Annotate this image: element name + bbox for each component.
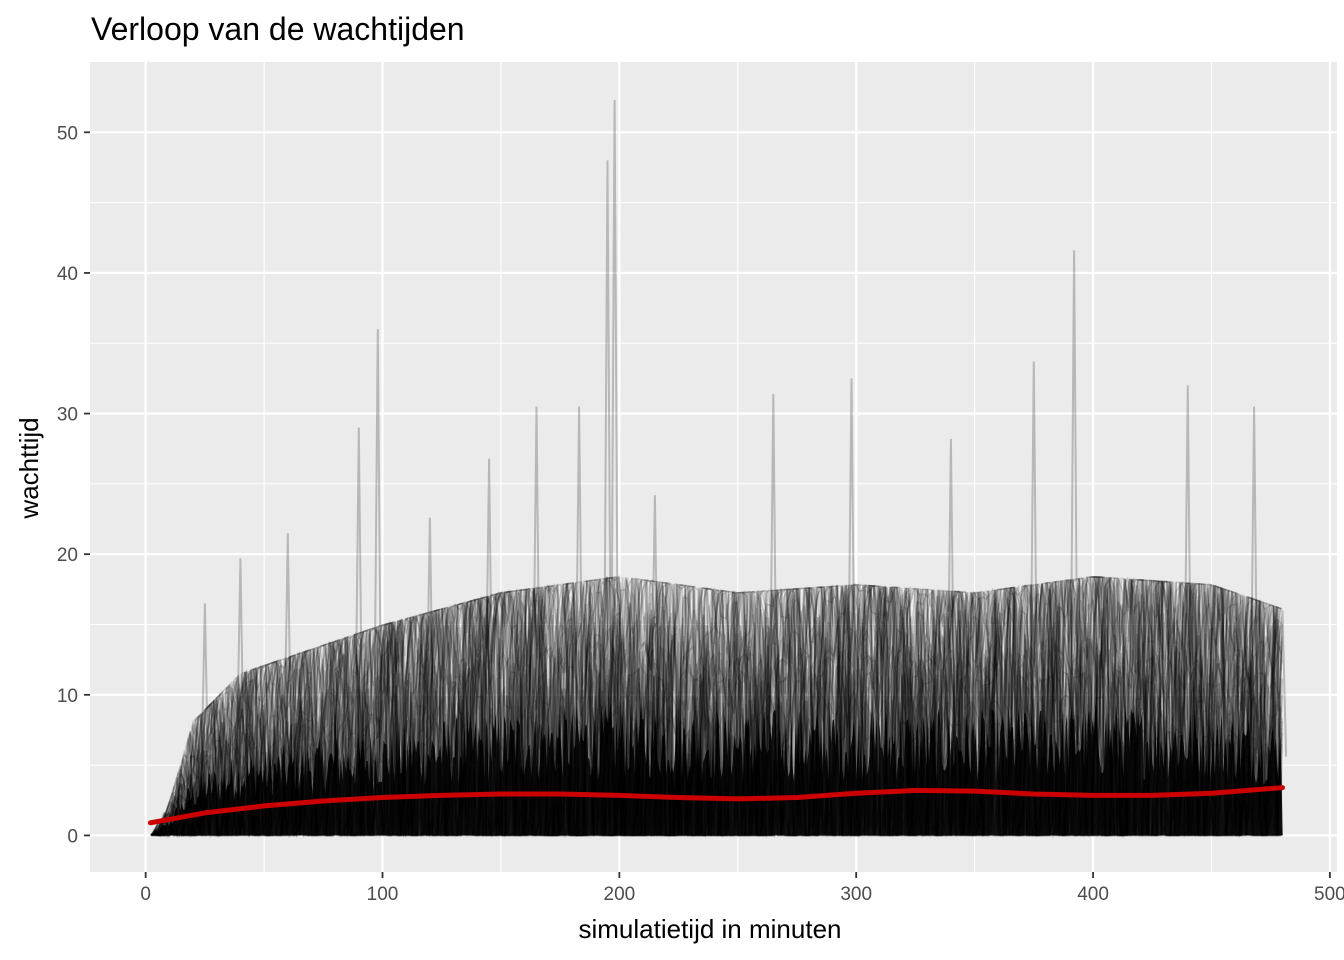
x-axis: 0 100 200 300 400 500 [140,872,1344,905]
trace-line [153,576,1281,838]
y-tick-label: 30 [57,405,78,426]
chart-title: Verloop van de wachtijden [91,11,465,47]
y-tick-label: 20 [57,545,78,566]
trace-line [151,575,1281,838]
trace-line [152,578,1283,837]
trace-spike [768,393,778,751]
trace-line [150,576,1284,838]
trace-line [152,576,1282,837]
y-tick-label: 40 [57,264,78,285]
x-tick-label: 400 [1077,884,1109,905]
trace-line [153,577,1280,838]
major-gridlines [90,62,1337,872]
trace-line [149,578,1283,838]
trace-spike [1278,610,1288,757]
trace-spike [373,329,383,763]
trace-line [152,576,1281,838]
trace-line [150,578,1282,838]
trace-line [151,576,1281,839]
trace-line [152,575,1282,839]
trace-line [151,576,1283,838]
y-axis-label: wachttijd [14,417,44,519]
trace-line [153,577,1283,839]
trace-line [153,575,1280,838]
trace-line [150,576,1281,839]
trace-line [151,577,1282,839]
trace-spike [1183,385,1193,748]
trace-spike [1069,250,1079,747]
trace-line [152,576,1283,839]
trace-line [150,576,1283,839]
trace-line [153,577,1279,838]
trace-spike [574,406,584,748]
x-axis-label: simulatietijd in minuten [578,914,841,944]
trace-series [149,99,1288,839]
trace-line [152,577,1280,839]
trace-spike [425,517,435,758]
trace-line [153,578,1283,837]
y-tick-label: 50 [57,123,78,144]
y-axis: 0 10 20 30 40 50 [57,123,90,847]
trace-spike [650,495,660,748]
trace-line [151,574,1281,838]
trace-line [151,581,1283,839]
trace-spike [354,427,364,766]
trace-line [153,576,1282,839]
y-tick-label: 0 [67,826,78,847]
trace-line [153,579,1281,838]
trace-line [150,577,1281,838]
trace-line [152,578,1281,838]
trace-line [151,578,1281,839]
trace-line [153,577,1281,838]
trace-spike [946,438,956,751]
trace-line [151,578,1284,838]
trace-line [152,576,1282,839]
trace-spike [200,603,210,792]
x-tick-label: 200 [604,884,636,905]
trace-spike [846,378,856,749]
trace-line [150,582,1282,839]
trace-line [151,576,1282,838]
trace-line [150,576,1283,837]
trace-density-band [150,701,1283,836]
trace-spike [610,99,620,746]
trace-line [151,576,1283,839]
trace-line [150,578,1284,839]
trace-line [152,577,1283,837]
x-tick-label: 500 [1314,884,1344,905]
trace-spike [283,533,293,774]
x-tick-label: 0 [140,884,151,905]
trace-line [153,576,1282,838]
trace-line [154,577,1284,839]
trace-line [151,576,1282,837]
y-tick-label: 10 [57,686,78,707]
trace-line [151,575,1284,838]
trace-spike [603,160,613,747]
trace-line [151,578,1283,837]
trace-spike [531,406,541,750]
trace-line [151,576,1283,838]
trace-line [151,575,1283,839]
trace-line [150,578,1281,839]
trace-line [152,577,1282,838]
smoothed-mean-line [147,785,1285,826]
trace-line [153,575,1282,838]
trace-line [150,577,1283,839]
trace-spike [235,558,245,780]
trace-line [150,576,1281,838]
trace-line [152,577,1282,839]
x-tick-label: 300 [840,884,872,905]
x-tick-label: 100 [367,884,399,905]
trace-line [152,578,1283,837]
trace-spike [484,458,494,753]
trace-line [153,576,1280,839]
trace-spike [1249,406,1259,754]
trace-spike [1029,361,1039,749]
